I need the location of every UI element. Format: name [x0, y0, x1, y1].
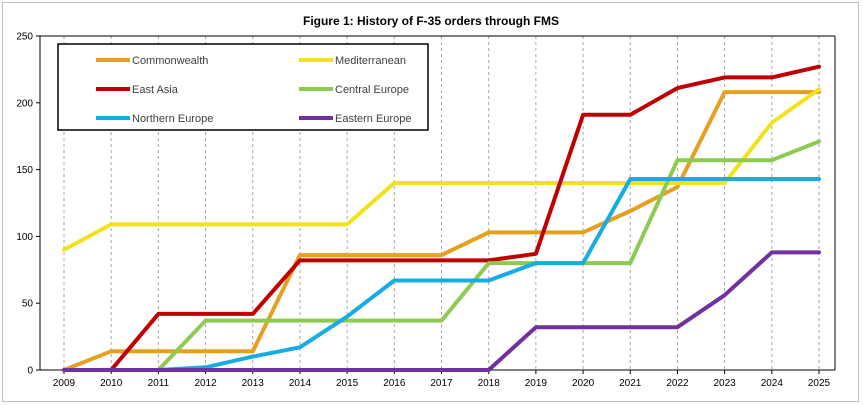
- x-tick-label: 2022: [666, 378, 689, 389]
- x-tick-label: 2019: [525, 378, 548, 389]
- y-tick-label: 50: [22, 299, 34, 310]
- y-tick-label: 100: [16, 232, 33, 243]
- series-lines: [62, 64, 821, 372]
- x-tick-label: 2025: [808, 378, 831, 389]
- series-line-central-europe: [156, 139, 821, 372]
- x-tick-label: 2014: [289, 378, 312, 389]
- x-tick-label: 2011: [148, 378, 170, 389]
- y-axis-ticks: 0 50 100 150 200 250: [16, 32, 40, 377]
- series-line-commonwealth: [62, 90, 821, 372]
- legend-label-central-europe: Central Europe: [335, 84, 409, 96]
- x-tick-label: 2020: [572, 378, 595, 389]
- x-tick-label: 2023: [714, 378, 737, 389]
- x-tick-label: 2017: [430, 378, 453, 389]
- series-line-northern-europe: [156, 177, 821, 372]
- x-tick-label: 2009: [53, 378, 76, 389]
- y-tick-label: 250: [16, 32, 33, 43]
- x-tick-label: 2012: [194, 378, 217, 389]
- legend-label-commonwealth: Commonwealth: [132, 55, 208, 67]
- legend-label-east-asia: East Asia: [132, 84, 179, 96]
- y-tick-label: 200: [16, 98, 33, 109]
- series-line-east-asia: [109, 64, 821, 372]
- x-tick-label: 2021: [619, 378, 642, 389]
- y-tick-label: 150: [16, 165, 33, 176]
- series-line-eastern-europe: [62, 250, 821, 372]
- legend-label-eastern-europe: Eastern Europe: [335, 113, 411, 125]
- x-tick-label: 2016: [383, 378, 406, 389]
- legend: Commonwealth Mediterranean East Asia Centra…: [57, 43, 429, 131]
- x-tick-label: 2013: [242, 378, 265, 389]
- series-line-mediterranean: [62, 87, 821, 252]
- x-tick-label: 2018: [478, 378, 501, 389]
- x-tick-label: 2010: [100, 378, 123, 389]
- chart-title: Figure 1: History of F-35 orders through…: [303, 14, 559, 28]
- legend-label-northern-europe: Northern Europe: [132, 113, 213, 125]
- x-tick-label: 2015: [336, 378, 359, 389]
- x-axis-ticks: 2009 2010 2011 2012 2013 2014 2015 2016 2017 2018…: [53, 370, 831, 389]
- x-tick-label: 2024: [761, 378, 784, 389]
- y-tick-label: 0: [27, 366, 33, 377]
- legend-label-mediterranean: Mediterranean: [335, 55, 406, 67]
